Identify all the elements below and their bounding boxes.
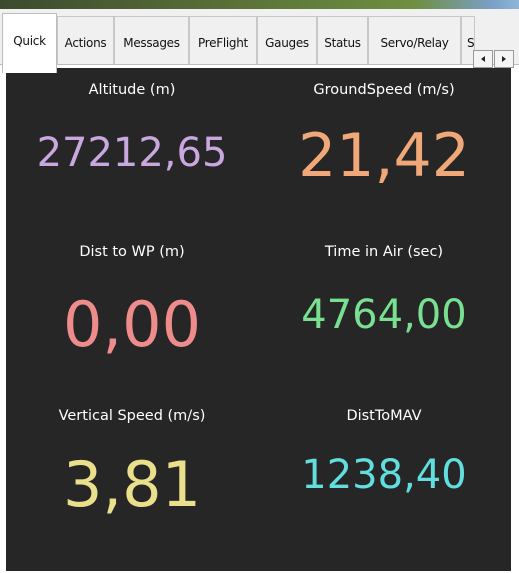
quick-item-value: 3,81 [62, 448, 202, 521]
quick-item-value: 1238,40 [301, 452, 467, 498]
tab-overflow[interactable]: S [461, 16, 475, 68]
quick-item-label: DistToMAV [346, 408, 422, 424]
quick-item-value: 0,00 [62, 288, 202, 361]
quick-item-value: 4764,00 [301, 292, 467, 338]
tab-quick[interactable]: Quick [2, 13, 57, 73]
window-title-strip [0, 0, 519, 9]
quick-item-label: GroundSpeed (m/s) [313, 82, 455, 98]
tab-scroll-left-button[interactable] [473, 50, 493, 68]
quick-item-label: Vertical Speed (m/s) [58, 408, 206, 424]
tab-actions[interactable]: Actions [57, 16, 114, 68]
tab-scroll-right-button[interactable] [494, 50, 514, 68]
arrow-left-icon [481, 56, 485, 62]
tab-messages[interactable]: Messages [114, 16, 189, 68]
tab-preflight[interactable]: PreFlight [189, 16, 257, 68]
tab-gauges[interactable]: Gauges [257, 16, 317, 68]
tab-servo-relay[interactable]: Servo/Relay [368, 16, 461, 68]
quick-item-value: 21,42 [298, 121, 470, 191]
arrow-right-icon [502, 56, 506, 62]
quick-item-label: Time in Air (sec) [324, 244, 444, 260]
quick-item-value: 27212,65 [36, 130, 228, 176]
tab-strip: Quick Actions Messages PreFlight Gauges … [0, 9, 519, 73]
tab-status[interactable]: Status [317, 16, 368, 68]
tab-scroll-buttons [473, 50, 515, 68]
quick-item-label: Dist to WP (m) [79, 244, 185, 260]
quick-item-label: Altitude (m) [88, 82, 176, 98]
quick-view-grid: Altitude (m) 27212,65 GroundSpeed (m/s) … [6, 68, 511, 571]
tab-page-quick: Altitude (m) 27212,65 GroundSpeed (m/s) … [0, 64, 519, 573]
